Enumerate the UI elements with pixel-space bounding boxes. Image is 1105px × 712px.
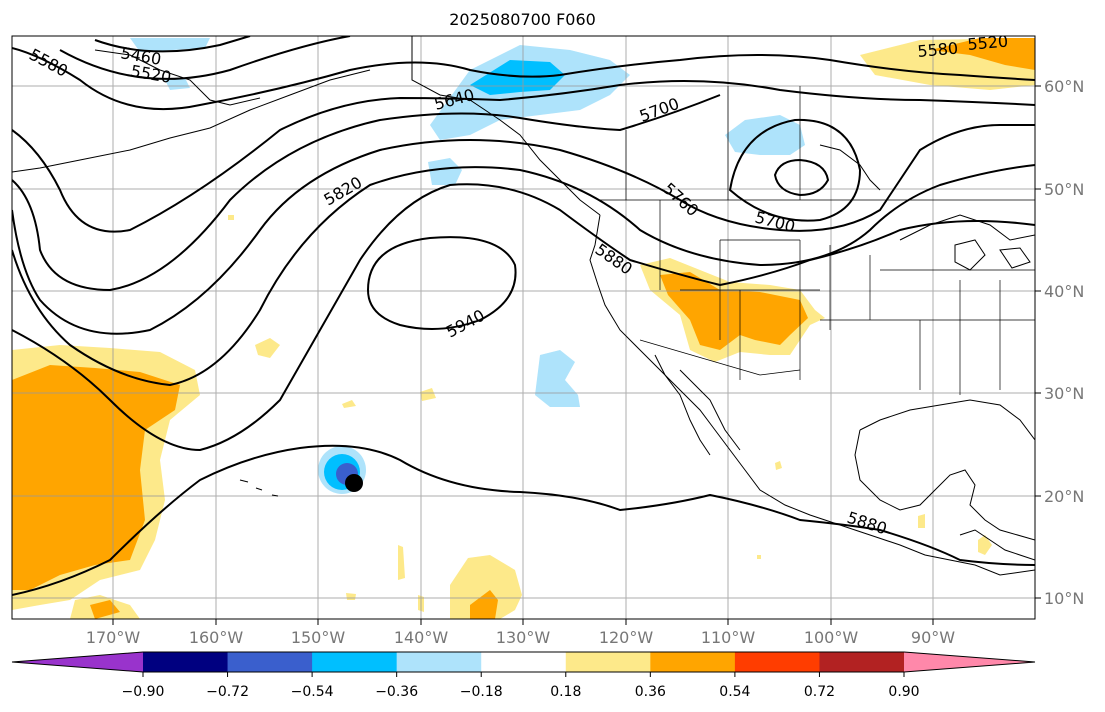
colorbar-tick-label: −0.90 — [122, 684, 165, 700]
colorbar-extend-high — [904, 652, 1035, 672]
colorbar-tick-label: −0.36 — [375, 684, 418, 700]
political-borders — [600, 86, 1035, 395]
contour-label: 5520 — [967, 32, 1009, 54]
lat-label: 60°N — [1044, 77, 1084, 96]
colorbar-segment — [565, 652, 651, 672]
latitude-labels: 60°N 50°N 40°N 30°N 20°N 10°N — [1044, 77, 1084, 608]
colorbar-segment — [819, 652, 905, 672]
colorbar-tick-label: 0.72 — [804, 684, 835, 700]
colorbar-tick-label: 0.54 — [719, 684, 750, 700]
longitude-labels: 170°W 160°W 150°W 140°W 130°W 120°W 110°… — [86, 628, 955, 647]
lon-label: 100°W — [804, 628, 859, 647]
lat-label: 30°N — [1044, 384, 1084, 403]
contour-5880-south — [12, 444, 1035, 596]
colorbar-tick-label: 0.36 — [635, 684, 666, 700]
contour-5700 — [12, 94, 721, 292]
lat-label: 10°N — [1044, 589, 1084, 608]
precip-shading — [12, 38, 1035, 619]
colorbar-segment — [227, 652, 313, 672]
contour-5820 — [12, 164, 1035, 387]
map-title: 2025080700 F060 — [449, 10, 596, 29]
lon-label: 90°W — [911, 628, 955, 647]
colorbar-segment — [143, 652, 229, 672]
colorbar-segment — [481, 652, 567, 672]
lon-label: 110°W — [701, 628, 756, 647]
storm-center-marker — [345, 474, 363, 492]
contour-5700-low — [728, 118, 862, 222]
lat-label: 40°N — [1044, 282, 1084, 301]
contour-5640 — [12, 80, 1035, 233]
colorbar-segment — [650, 652, 736, 672]
lon-label: 120°W — [599, 628, 654, 647]
colorbar-tick-label: 0.18 — [550, 684, 581, 700]
lat-label: 20°N — [1044, 487, 1084, 506]
lon-label: 150°W — [291, 628, 346, 647]
colorbar-tick-label: −0.54 — [291, 684, 334, 700]
colorbar-segment — [312, 652, 398, 672]
colorbar-segment — [734, 652, 820, 672]
contour-5520 — [59, 36, 351, 80]
colorbar — [11, 651, 1036, 673]
lon-label: 170°W — [86, 628, 141, 647]
lon-label: 160°W — [189, 628, 244, 647]
colorbar-tick-label: −0.72 — [206, 684, 249, 700]
contour-5880 — [12, 183, 1035, 452]
lat-label: 50°N — [1044, 180, 1084, 199]
lon-label: 140°W — [394, 628, 449, 647]
colorbar-tick-label: 0.90 — [888, 684, 919, 700]
contour-5760 — [12, 124, 1035, 335]
colorbar-labels: −0.90 −0.72 −0.54 −0.36 −0.18 0.18 0.36 0.54 0.7… — [122, 672, 920, 700]
contour-label: 5580 — [917, 39, 959, 61]
shade-alaska — [430, 45, 630, 140]
contour-5460 — [94, 36, 251, 53]
shade-canada — [725, 115, 805, 155]
colorbar-segment — [396, 652, 482, 672]
map-area: 5460 5520 5580 5580 5520 5640 5700 5700 … — [12, 32, 1035, 619]
contour-5580-west — [12, 47, 1035, 111]
contour-5940 — [366, 236, 517, 330]
coastlines — [12, 36, 1035, 576]
colorbar-extend-low — [12, 652, 143, 672]
shade-south-cell — [450, 555, 522, 619]
colorbar-tick-label: −0.18 — [460, 684, 503, 700]
lon-label: 130°W — [496, 628, 551, 647]
height-contours — [12, 36, 1035, 596]
